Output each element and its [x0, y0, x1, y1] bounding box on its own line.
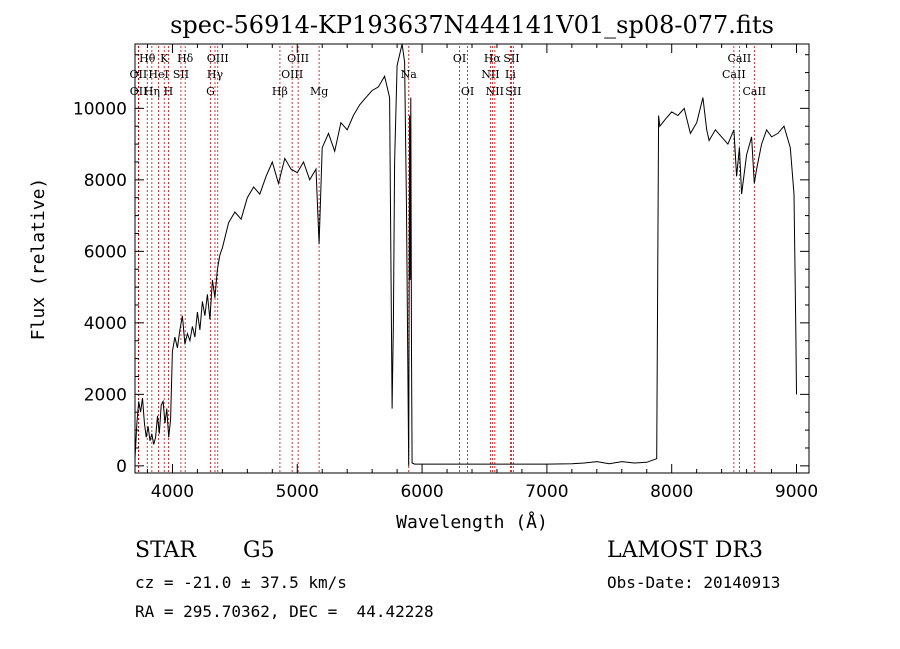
line-marker-label: OIII [281, 68, 303, 81]
y-tick-label: 4000 [84, 314, 127, 334]
x-axis-label: Wavelength (Å) [396, 511, 548, 533]
line-marker-label: K [160, 52, 169, 65]
y-tick-label: 0 [116, 457, 127, 477]
line-marker-label: Hα [484, 52, 502, 65]
plot-area: HθOIIOIIHηHeIKHSIIHδGHγOIIIHβOIIIOIIIMgN… [130, 43, 810, 474]
line-marker-label: Mg [310, 85, 328, 98]
x-tick-label: 7000 [525, 482, 568, 502]
y-axis-label: Flux (relative) [28, 178, 49, 341]
line-marker-label: Hθ [139, 52, 156, 65]
line-marker-label: OI [453, 52, 466, 65]
line-marker-label: NII [486, 85, 504, 98]
line-marker-label: CaII [742, 85, 766, 98]
x-tick-label: 9000 [775, 482, 818, 502]
line-marker-labels: HθOIIOIIHηHeIKHSIIHδGHγOIIIHβOIIIOIIIMgN… [130, 52, 767, 98]
y-axis: 0 2000 4000 6000 8000 10000 [73, 54, 809, 477]
line-marker-label: Na [401, 68, 418, 81]
spectrum-series [134, 43, 797, 466]
line-marker-label: Hδ [177, 52, 194, 65]
line-marker-label: Hη [144, 85, 160, 98]
x-tick-label: 6000 [400, 482, 443, 502]
y-tick-label: 10000 [73, 99, 127, 119]
object-class: STAR [135, 538, 196, 563]
line-marker-label: CaII [728, 52, 752, 65]
line-marker-label: NII [481, 68, 499, 81]
line-marker-label: H [164, 85, 174, 98]
survey-name: LAMOST DR3 [607, 538, 763, 563]
line-marker-label: OII [130, 68, 148, 81]
line-marker-label: SII [505, 85, 521, 98]
line-marker-label: OIII [287, 52, 309, 65]
redshift-value: cz = -21.0 ± 37.5 km/s [135, 573, 347, 592]
x-tick-label: 5000 [276, 482, 319, 502]
chart-title: spec-56914-KP193637N444141V01_sp08-077.f… [170, 11, 774, 39]
line-marker-label: SII [503, 52, 519, 65]
line-marker-label: CaII [722, 68, 746, 81]
line-marker-label: OI [461, 85, 474, 98]
line-marker-label: Hγ [207, 68, 224, 81]
line-marker-label: HeI [148, 68, 168, 81]
coordinates: RA = 295.70362, DEC = 44.42228 [135, 602, 434, 621]
line-marker-label: SII [173, 68, 189, 81]
plot-frame [134, 43, 810, 474]
y-tick-label: 2000 [84, 385, 127, 405]
x-axis: 4000 5000 6000 7000 8000 9000 [146, 44, 818, 502]
object-subclass: G5 [243, 538, 275, 563]
observation-date: Obs-Date: 20140913 [607, 573, 781, 592]
line-markers [137, 46, 755, 473]
x-tick-label: 8000 [650, 482, 693, 502]
y-tick-label: 8000 [84, 171, 127, 191]
x-tick-label: 4000 [151, 482, 194, 502]
line-marker-label: OII [130, 85, 148, 98]
y-tick-label: 6000 [84, 242, 127, 262]
line-marker-label: Hβ [272, 85, 288, 98]
line-marker-label: G [206, 85, 215, 98]
line-marker-label: Li [505, 68, 516, 81]
line-marker-label: OIII [207, 52, 229, 65]
